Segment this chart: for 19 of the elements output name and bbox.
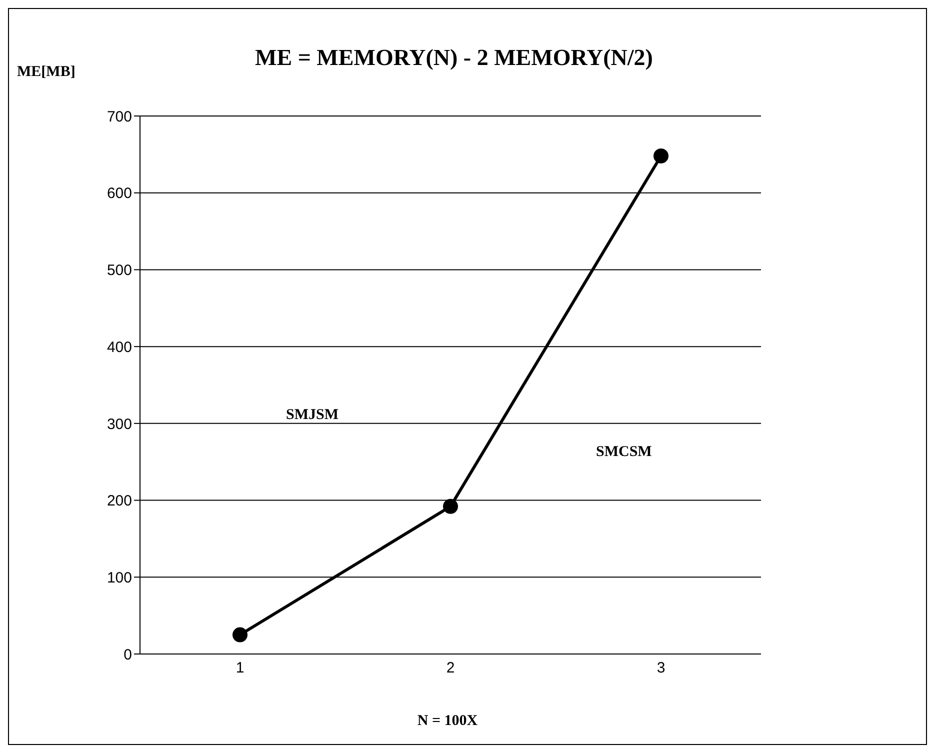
- point: [232, 627, 248, 642]
- y-tick-label: 400: [106, 338, 132, 356]
- y-tick-label: 500: [106, 262, 132, 280]
- y-tick-label: 0: [124, 646, 132, 664]
- point: [443, 498, 458, 514]
- x-axis-title: N = 100X: [416, 713, 479, 730]
- annotation: SMJSM: [286, 407, 338, 424]
- y-axis-title: ME[MB]: [17, 64, 76, 81]
- y-tick-label: 700: [106, 108, 132, 126]
- x-tick-label: 2: [446, 660, 455, 677]
- chart-title: ME = MEMORY(N) - 2 MEMORY(N/2): [255, 45, 653, 70]
- point: [654, 148, 668, 164]
- y-tick-label: 600: [106, 185, 132, 202]
- y-tick-label: 300: [106, 416, 132, 433]
- y-tick-label: 200: [106, 492, 132, 510]
- annotation: SMCSM: [596, 444, 652, 461]
- y-tick-label: 100: [106, 569, 132, 586]
- x-tick-label: 1: [236, 660, 244, 677]
- x-tick-label: 3: [656, 660, 666, 677]
